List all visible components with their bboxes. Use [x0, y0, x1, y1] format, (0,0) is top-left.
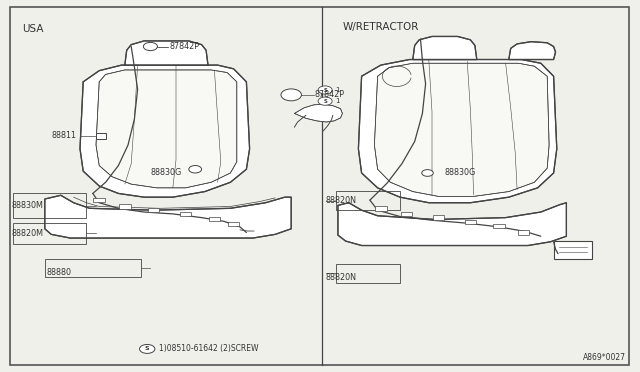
Bar: [518, 230, 529, 235]
Circle shape: [422, 170, 433, 176]
Bar: [336, 264, 400, 283]
Bar: [13, 223, 86, 244]
Circle shape: [140, 344, 155, 353]
Bar: [119, 204, 131, 209]
Polygon shape: [374, 63, 549, 196]
Bar: [45, 259, 141, 277]
Text: 1: 1: [335, 98, 339, 104]
Circle shape: [143, 42, 157, 51]
Bar: [209, 217, 220, 221]
Polygon shape: [96, 70, 237, 188]
Polygon shape: [294, 104, 342, 122]
Circle shape: [318, 97, 332, 105]
Bar: [93, 198, 105, 202]
Text: 88830M: 88830M: [12, 201, 44, 210]
Polygon shape: [509, 42, 556, 60]
Text: 88820N: 88820N: [325, 196, 356, 205]
Bar: [401, 212, 412, 216]
Polygon shape: [413, 36, 477, 60]
Bar: [148, 208, 159, 212]
Bar: [433, 215, 444, 220]
Text: S: S: [145, 346, 150, 352]
Bar: [336, 191, 400, 210]
Circle shape: [281, 89, 301, 101]
Polygon shape: [80, 65, 250, 197]
Polygon shape: [338, 203, 566, 246]
Text: 87842P: 87842P: [170, 42, 200, 51]
Bar: [465, 220, 476, 224]
Text: 88880: 88880: [47, 268, 72, 277]
Text: S: S: [323, 99, 327, 104]
Polygon shape: [554, 241, 592, 259]
Bar: [13, 193, 86, 218]
Text: 88820N: 88820N: [325, 273, 356, 282]
Text: 88820M: 88820M: [12, 229, 44, 238]
Text: 87842P: 87842P: [315, 90, 345, 99]
Polygon shape: [358, 60, 557, 203]
Bar: [375, 206, 387, 211]
Bar: [180, 212, 191, 216]
Polygon shape: [125, 41, 208, 65]
Text: 1: 1: [335, 87, 339, 93]
Bar: [228, 222, 239, 226]
Text: 1)08510-61642 (2)SCREW: 1)08510-61642 (2)SCREW: [159, 344, 258, 353]
Text: 88811: 88811: [52, 131, 77, 140]
Text: W/RETRACTOR: W/RETRACTOR: [342, 22, 419, 32]
Text: 88830G: 88830G: [150, 169, 182, 177]
Text: S: S: [323, 87, 327, 93]
Polygon shape: [45, 195, 291, 238]
Text: A869*0027: A869*0027: [583, 353, 626, 362]
Text: USA: USA: [22, 24, 44, 34]
Bar: [493, 224, 505, 228]
Circle shape: [189, 166, 202, 173]
Circle shape: [318, 86, 332, 94]
Text: 88830G: 88830G: [445, 169, 476, 177]
Polygon shape: [96, 133, 106, 139]
